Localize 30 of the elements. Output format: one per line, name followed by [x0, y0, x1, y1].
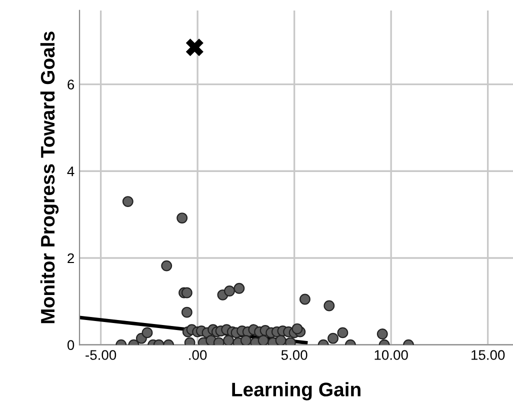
point	[142, 327, 153, 338]
point	[328, 332, 338, 344]
y-tick-label: 4	[67, 166, 74, 176]
y-axis-title: Monitor Progress Toward Goals	[40, 32, 59, 324]
point	[337, 327, 348, 338]
y-tick-label: 6	[68, 80, 74, 90]
point	[223, 335, 234, 345]
point	[292, 323, 303, 334]
point	[224, 286, 235, 296]
point	[300, 294, 310, 305]
x-tick-label: 10.00	[374, 350, 408, 360]
point	[161, 260, 172, 272]
y-tick-label: 2	[68, 253, 74, 264]
point	[258, 335, 269, 345]
point	[181, 306, 192, 318]
y-tick-label: 0	[67, 340, 74, 350]
x-tick-label: .00	[189, 350, 207, 360]
x-tick-label: 5.00	[281, 350, 308, 360]
x-tick-label: 15.00	[472, 350, 505, 360]
point	[181, 287, 192, 298]
point	[176, 212, 188, 224]
x-axis-title: Learning Gain	[232, 382, 360, 400]
point	[186, 38, 204, 56]
point	[240, 335, 252, 345]
x-tick-label: -5.00	[86, 350, 116, 360]
point	[234, 282, 245, 294]
point	[275, 335, 286, 345]
point	[376, 328, 388, 340]
point	[324, 300, 335, 312]
point	[122, 196, 134, 207]
